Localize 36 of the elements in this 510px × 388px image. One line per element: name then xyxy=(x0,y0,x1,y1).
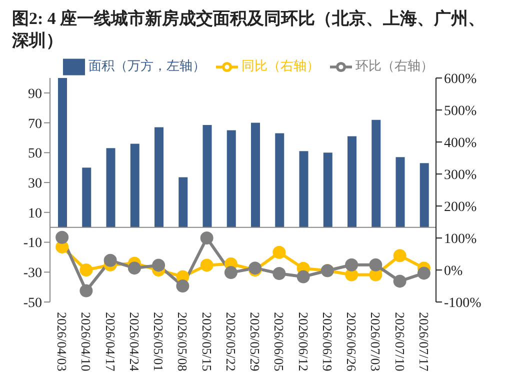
x-tick-label: 2026/05/15 xyxy=(199,312,214,372)
legend-label: 面积（万方，左轴） xyxy=(88,58,206,73)
x-tick-label: 2026/07/10 xyxy=(392,312,408,372)
y-tick-label: -10 xyxy=(23,236,42,252)
y-tick-label: 70 xyxy=(28,116,42,132)
x-tick-label: 2026/05/08 xyxy=(175,312,190,372)
y2-tick-label: 300% xyxy=(444,168,477,183)
x-tick-label: 2026/07/03 xyxy=(368,312,384,372)
y2-tick-label: -100% xyxy=(444,296,482,311)
x-tick-label: 2026/05/01 xyxy=(151,312,166,372)
x-tick-label: 2026/05/29 xyxy=(248,312,263,372)
x-tick-label: 2026/04/17 xyxy=(102,312,118,372)
y2-tick-label: 400% xyxy=(444,136,477,151)
y-tick-label: 90 xyxy=(28,86,42,102)
y-tick-label: -50 xyxy=(23,296,42,311)
y-tick-label: 10 xyxy=(28,206,42,222)
y-tick-label: -30 xyxy=(23,266,42,282)
y-tick-label: 50 xyxy=(28,146,42,162)
y2-tick-label: 200% xyxy=(444,200,477,215)
y2-tick-label: 500% xyxy=(444,104,477,119)
x-tick-label: 2026/04/24 xyxy=(126,312,142,372)
x-tick-label: 2026/06/12 xyxy=(296,312,311,372)
x-tick-label: 2026/04/03 xyxy=(54,312,70,372)
y2-tick-label: 600% xyxy=(444,72,477,87)
x-tick-label: 2026/06/26 xyxy=(344,312,360,372)
legend-label: 同比（右轴） xyxy=(242,58,320,73)
y2-tick-label: 0% xyxy=(444,264,463,279)
chart-title: 图2: 4 座一线城市新房成交面积及同环比（北京、上海、广州、深圳） xyxy=(11,8,486,52)
legend-label: 环比（右轴） xyxy=(356,58,434,73)
x-tick-label: 2026/06/19 xyxy=(320,312,335,372)
x-tick-label: 2026/05/22 xyxy=(223,312,238,372)
y-tick-label: 30 xyxy=(28,176,42,192)
x-tick-label: 2026/06/05 xyxy=(272,312,287,372)
y2-tick-label: 100% xyxy=(444,232,477,247)
x-tick-label: 2026/07/17 xyxy=(416,312,432,372)
x-tick-label: 2026/04/10 xyxy=(78,312,94,372)
